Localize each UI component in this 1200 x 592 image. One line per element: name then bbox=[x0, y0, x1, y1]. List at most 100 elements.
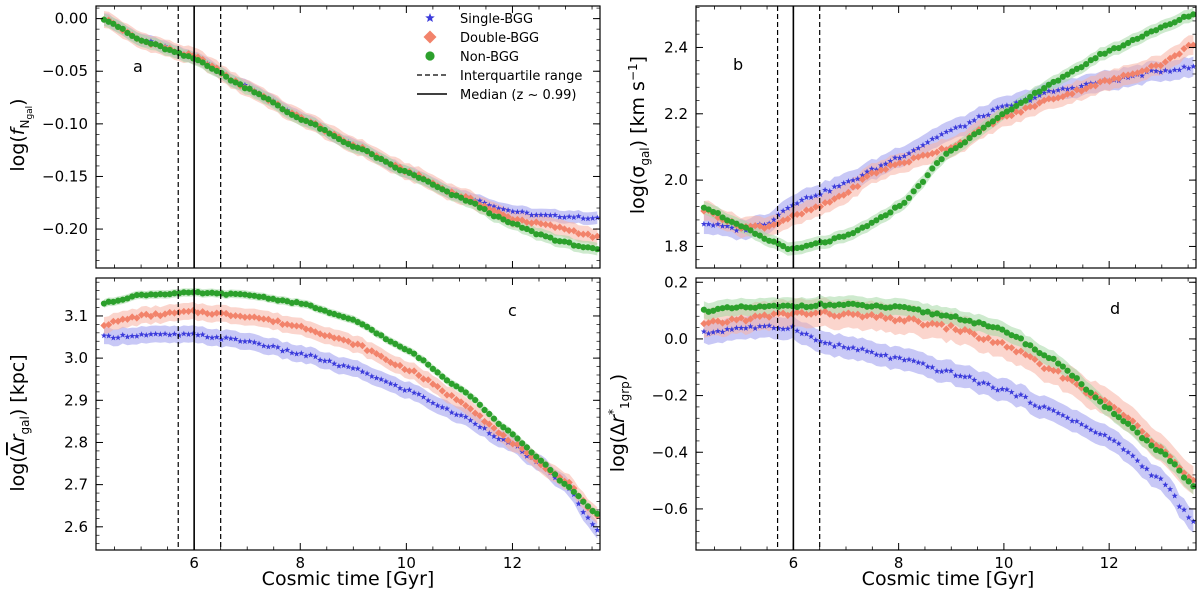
point-non bbox=[584, 244, 592, 251]
point-single bbox=[854, 175, 861, 182]
point-non bbox=[835, 233, 843, 240]
point-single bbox=[1115, 440, 1122, 447]
point-single bbox=[975, 380, 982, 387]
point-non bbox=[570, 488, 577, 495]
point-double bbox=[779, 309, 787, 317]
point-double bbox=[905, 314, 913, 323]
point-single bbox=[119, 331, 126, 338]
point-double bbox=[527, 453, 536, 461]
point-single bbox=[905, 150, 913, 156]
point-single bbox=[1143, 465, 1150, 472]
point-non bbox=[490, 415, 498, 422]
point-single bbox=[580, 215, 587, 222]
point-single bbox=[570, 214, 577, 221]
point-double bbox=[194, 309, 202, 317]
point-double bbox=[593, 232, 600, 240]
point-double bbox=[100, 321, 108, 330]
plot-frame bbox=[695, 277, 1197, 551]
point-double bbox=[302, 325, 310, 333]
point-non bbox=[185, 53, 192, 60]
point-double bbox=[264, 315, 273, 323]
point-non bbox=[1101, 403, 1108, 411]
point-non bbox=[1083, 386, 1090, 393]
point-non bbox=[891, 303, 899, 310]
point-single bbox=[770, 216, 777, 223]
point-non bbox=[1125, 39, 1132, 47]
point-double bbox=[180, 307, 188, 316]
point-single bbox=[110, 334, 117, 341]
point-non bbox=[594, 510, 600, 517]
point-single bbox=[710, 222, 717, 228]
point-non bbox=[213, 67, 220, 75]
point-non bbox=[919, 178, 927, 186]
point-single bbox=[533, 211, 540, 218]
point-non bbox=[808, 303, 815, 310]
point-double bbox=[900, 159, 908, 167]
point-double bbox=[1157, 443, 1165, 451]
point-double bbox=[700, 320, 708, 328]
point-single bbox=[938, 368, 945, 375]
point-non bbox=[971, 131, 978, 138]
point-single bbox=[162, 330, 169, 337]
point-non bbox=[1050, 355, 1057, 362]
point-single bbox=[836, 341, 843, 347]
point-single bbox=[812, 192, 819, 199]
point-single bbox=[1139, 463, 1146, 470]
point-double bbox=[868, 311, 876, 319]
point-non bbox=[919, 309, 927, 316]
point-double bbox=[877, 311, 885, 319]
point-non bbox=[204, 289, 211, 297]
point-non bbox=[213, 290, 220, 297]
point-non bbox=[724, 217, 731, 224]
band-double bbox=[104, 11, 598, 246]
point-double bbox=[203, 310, 211, 318]
point-non bbox=[495, 213, 502, 220]
band-single bbox=[703, 314, 1194, 533]
point-double bbox=[1124, 71, 1132, 79]
point-single bbox=[434, 402, 441, 409]
point-non bbox=[368, 151, 375, 158]
point-single bbox=[1069, 417, 1076, 424]
point-non bbox=[1176, 16, 1183, 24]
point-non bbox=[1138, 435, 1146, 442]
point-double bbox=[556, 473, 564, 481]
point-single bbox=[952, 372, 959, 379]
axis-ticks: 0.00 −0.05 −0.10 −0.15 −0.20 bbox=[42, 6, 600, 268]
point-single bbox=[411, 389, 418, 396]
point-single bbox=[100, 332, 107, 339]
point-non bbox=[966, 135, 973, 142]
point-single bbox=[1139, 72, 1146, 79]
point-double bbox=[175, 308, 183, 316]
point-non bbox=[580, 498, 587, 505]
point-single bbox=[1185, 514, 1192, 521]
point-double bbox=[1026, 103, 1034, 111]
point-non bbox=[1050, 78, 1057, 86]
point-non bbox=[321, 307, 328, 314]
point-single bbox=[1125, 449, 1132, 455]
point-non bbox=[784, 302, 791, 309]
point-single bbox=[500, 206, 507, 212]
point-single bbox=[845, 178, 852, 184]
point-non bbox=[1101, 50, 1108, 57]
point-non bbox=[232, 290, 239, 298]
point-non bbox=[208, 289, 216, 296]
point-double bbox=[161, 310, 169, 318]
point-single bbox=[891, 154, 899, 161]
point-non bbox=[714, 209, 721, 217]
point-non bbox=[307, 302, 314, 309]
x-tick-label: 6 bbox=[789, 554, 799, 572]
point-non bbox=[1152, 446, 1160, 454]
point-single bbox=[1045, 405, 1052, 412]
point-single bbox=[975, 113, 982, 119]
point-double bbox=[844, 188, 853, 196]
point-double bbox=[485, 420, 493, 428]
point-double bbox=[807, 310, 815, 318]
point-single bbox=[354, 365, 361, 372]
point-non bbox=[1041, 352, 1048, 359]
point-double bbox=[1105, 77, 1114, 85]
point-non bbox=[1148, 28, 1155, 35]
point-non bbox=[1134, 429, 1141, 436]
point-non bbox=[114, 297, 122, 304]
point-non bbox=[966, 317, 973, 324]
point-single bbox=[780, 325, 787, 332]
